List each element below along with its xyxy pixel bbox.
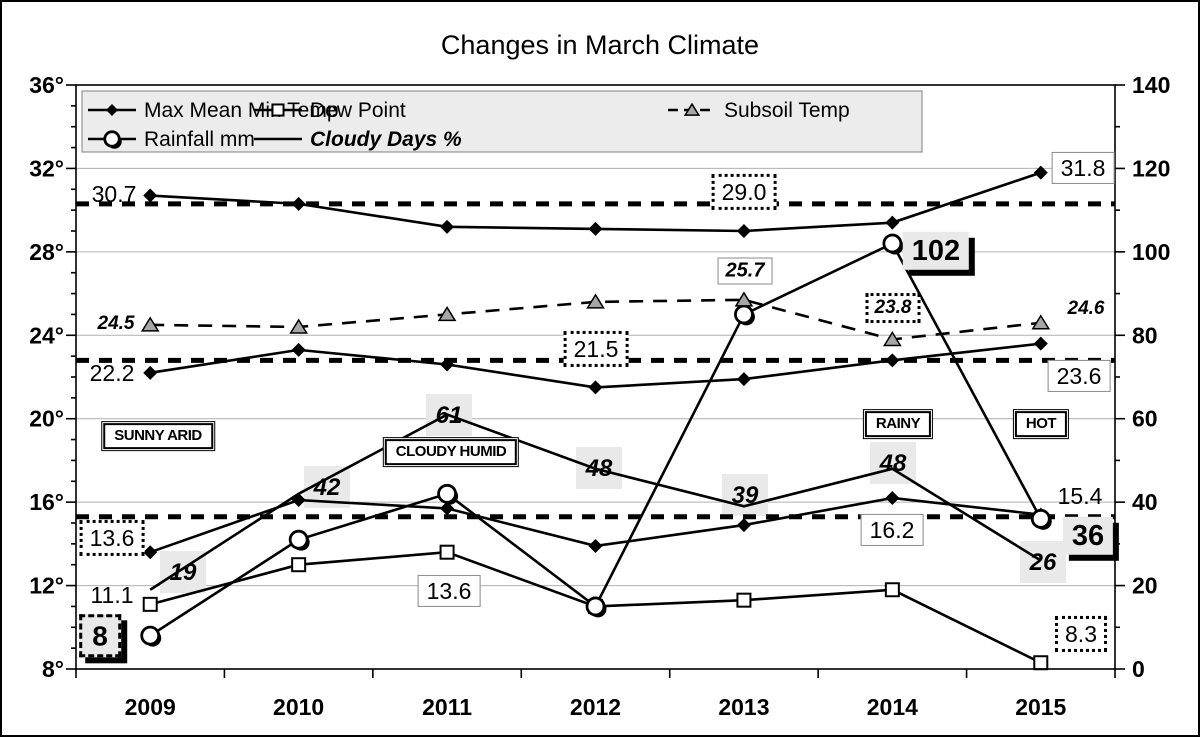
left-axis-tick-label: 36° xyxy=(29,72,64,98)
series-max-temp xyxy=(143,165,1048,238)
chart-title: Changes in March Climate xyxy=(440,30,760,60)
x-axis-year-label: 2011 xyxy=(422,694,472,720)
right-axis-tick-label: 80 xyxy=(1132,322,1158,348)
data-label-48: 48 xyxy=(879,450,907,477)
x-axis-year-label: 2012 xyxy=(570,694,621,720)
x-axis-year-label: 2009 xyxy=(125,694,176,720)
x-axis-year-label: 2014 xyxy=(867,694,918,720)
x-axis-year-label: 2010 xyxy=(273,694,324,720)
axis-labels: 36° 32° 28° 24° 20° 16° 12° 8° 140 120 100 80 60 40 20… xyxy=(29,72,1170,720)
series-mean-temp xyxy=(143,336,1048,395)
right-axis-tick-label: 20 xyxy=(1132,573,1158,599)
left-axis-tick-label: 24° xyxy=(29,322,64,348)
x-axis-year-label: 2013 xyxy=(718,694,769,720)
legend-label-subsoil-temp: Subsoil Temp xyxy=(724,99,850,122)
right-axis-tick-label: 100 xyxy=(1132,239,1170,265)
data-label-26: 26 xyxy=(1029,549,1057,576)
right-axis-tick-label: 60 xyxy=(1132,406,1158,432)
left-axis-tick-label: 28° xyxy=(29,239,64,265)
legend-label-max-mean-min-temp: Max Mean Min Temp xyxy=(144,99,339,122)
left-axis-tick-label: 8° xyxy=(42,656,64,682)
legend-label-rainfall-mm: Rainfall mm xyxy=(144,128,255,151)
right-axis-tick-label: 0 xyxy=(1132,656,1145,682)
series-rainfall-mm xyxy=(140,233,1052,647)
legend-label-dew-point: Dew Point xyxy=(310,99,406,122)
left-axis-tick-label: 16° xyxy=(29,489,64,515)
legend-label-cloudy-days-: Cloudy Days % xyxy=(310,128,462,151)
right-axis-tick-label: 140 xyxy=(1132,72,1170,98)
right-axis-tick-label: 120 xyxy=(1132,155,1170,181)
left-axis-tick-label: 12° xyxy=(29,573,64,599)
series-min-temp xyxy=(143,490,1048,560)
axes xyxy=(66,84,1125,678)
left-axis-tick-label: 32° xyxy=(29,155,64,181)
series-subsoil-temp xyxy=(140,291,1051,347)
x-axis-year-label: 2015 xyxy=(1015,694,1066,720)
left-axis-tick-label: 20° xyxy=(29,406,64,432)
right-axis-tick-label: 40 xyxy=(1132,489,1158,515)
